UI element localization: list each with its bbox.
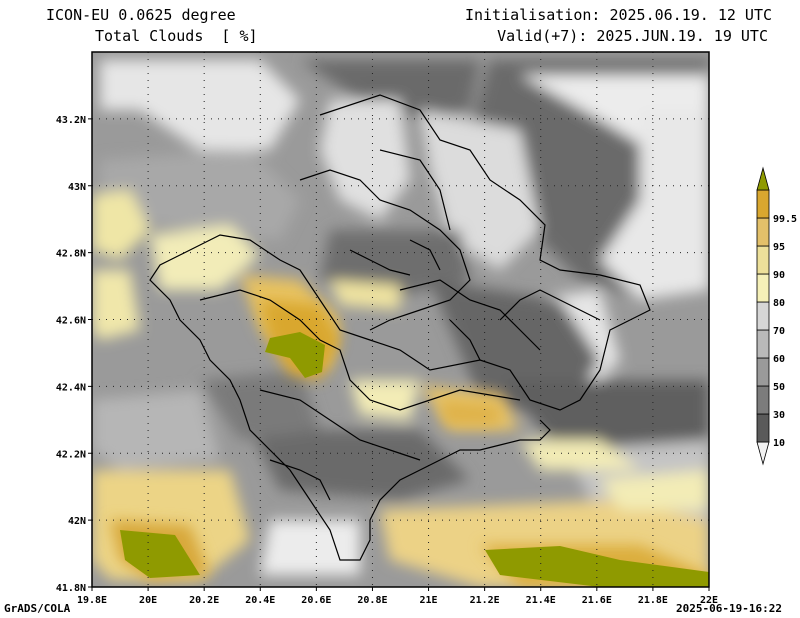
lat-tick-label: 41.8N: [56, 583, 86, 594]
lon-tick-label: 21.6E: [582, 595, 612, 606]
colorbar-label: 95: [773, 242, 785, 253]
valid-time: Valid(+7): 2025.JUN.19. 19 UTC: [497, 27, 768, 45]
colorbar-low-cap: [756, 441, 770, 466]
footer-left-credit: GrADS/COLA: [4, 602, 71, 615]
colorbar-cell: [756, 301, 770, 331]
colorbar-cell: [756, 273, 770, 303]
administrative-borders: [149, 94, 651, 561]
colorbar-cell: [756, 413, 770, 443]
lon-tick-label: 21.4E: [526, 595, 556, 606]
lat-tick-label: 43N: [68, 182, 86, 193]
lat-tick-label: 42.4N: [56, 382, 86, 393]
lon-tick-label: 19.8E: [77, 595, 107, 606]
lat-tick-label: 42.6N: [56, 316, 86, 327]
lat-tick-label: 43.2N: [56, 115, 86, 126]
colorbar-label: 50: [773, 382, 785, 393]
colorbar-label: 10: [773, 438, 785, 449]
lon-tick-label: 21.2E: [470, 595, 500, 606]
lat-tick-label: 42.8N: [56, 249, 86, 260]
colorbar-label: 99.5: [773, 214, 797, 225]
colorbar-cell: [756, 329, 770, 359]
colorbar-cell: [756, 217, 770, 247]
colorbar-label: 60: [773, 354, 785, 365]
footer-timestamp: 2025-06-19-16:22: [676, 602, 782, 615]
lon-tick-label: 22E: [700, 595, 718, 606]
cloud-field: [92, 52, 709, 587]
colorbar-high-cap: [756, 166, 770, 191]
lon-tick-label: 21.8E: [638, 595, 668, 606]
lon-tick-label: 20.8E: [357, 595, 387, 606]
longitude-axis: 19.8E 20E 20.2E 20.4E 20.6E 20.8E 21E 21.2E 21.4…: [77, 587, 718, 606]
colorbar-label: 80: [773, 298, 785, 309]
variable-title: Total Clouds [ %]: [95, 27, 258, 45]
model-title: ICON-EU 0.0625 degree: [46, 6, 236, 24]
lon-tick-label: 21E: [420, 595, 438, 606]
colorbar-cell: [756, 245, 770, 275]
colorbar-cell: [756, 357, 770, 387]
colorbar-label: 90: [773, 270, 785, 281]
colorbar-cell: [756, 189, 770, 219]
colorbar: 10 30 50 60 70 80 90 95 99.5: [756, 166, 797, 466]
initialisation-time: Initialisation: 2025.06.19. 12 UTC: [464, 6, 772, 24]
lat-tick-label: 42.2N: [56, 449, 86, 460]
latitude-axis: 43.2N 43N 42.8N 42.6N 42.4N 42.2N 42N 41.8N: [56, 115, 92, 594]
lat-tick-label: 42N: [68, 516, 86, 527]
lon-tick-label: 20.4E: [245, 595, 275, 606]
colorbar-label: 30: [773, 410, 785, 421]
lon-tick-label: 20.2E: [189, 595, 219, 606]
lon-tick-label: 20E: [139, 595, 157, 606]
lon-tick-label: 20.6E: [301, 595, 331, 606]
colorbar-cell: [756, 385, 770, 415]
colorbar-label: 70: [773, 326, 785, 337]
